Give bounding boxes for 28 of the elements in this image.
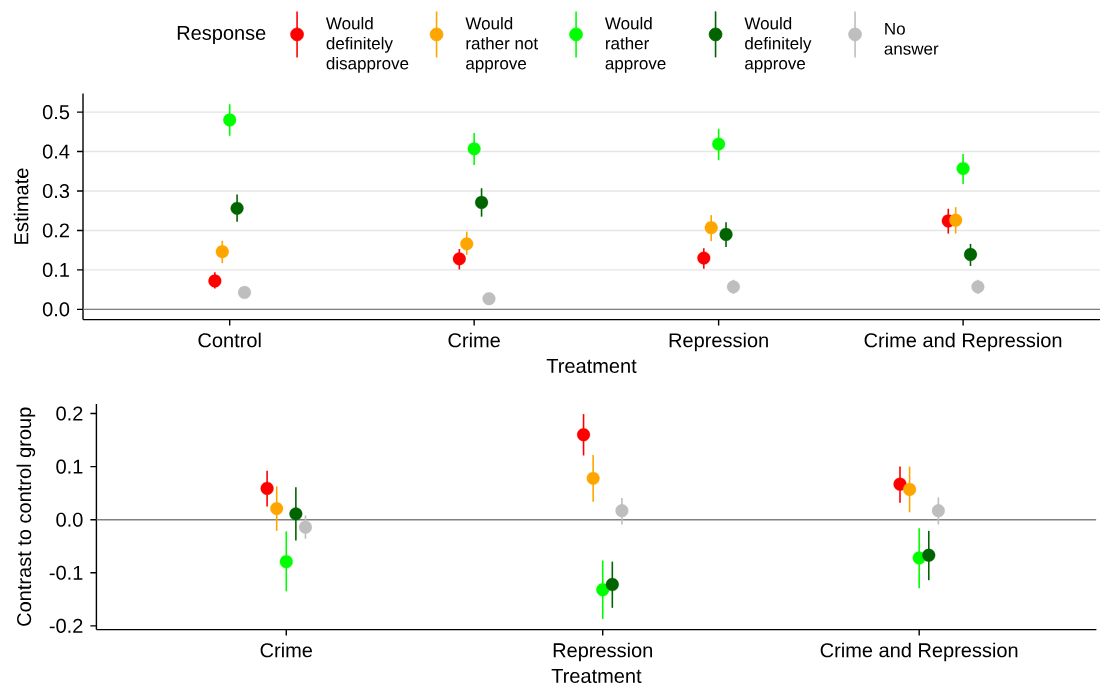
x-tick-label: Control (198, 332, 261, 348)
y-tick-label: 0.2 (42, 223, 69, 238)
x-tick-label: Crime (260, 642, 313, 658)
legend-label: No answer (884, 22, 939, 55)
y-tick-label: 0.0 (56, 512, 83, 527)
legend-label: Would rather approve (604, 16, 666, 73)
x-tick-label: Repression (669, 332, 768, 352)
y-tick-label: 0.2 (56, 406, 83, 421)
legend-label: Would definitely disapprove (325, 16, 409, 73)
x-tick-label: Crime (448, 332, 500, 348)
y-tick-label: -0.2 (49, 618, 83, 633)
legend-label: Would rather not approve (465, 16, 538, 73)
legend-label: Would definitely approve (744, 16, 812, 73)
y-tick-label: 0.3 (42, 183, 70, 199)
y-tick-label: 0.4 (42, 144, 70, 159)
y-axis-title: Contrast to control group (16, 407, 36, 626)
x-tick-label: Repression (553, 642, 652, 662)
y-tick-label: 0.1 (42, 262, 69, 277)
x-axis-title: Treatment (546, 359, 637, 373)
y-tick-label: 0.1 (56, 459, 83, 474)
x-tick-label: Crime and Repression (820, 642, 1018, 662)
y-tick-label: 0.0 (42, 302, 70, 317)
y-tick-label: 0.5 (42, 105, 70, 120)
x-axis-title: Treatment (551, 669, 642, 683)
legend-title: Response (177, 26, 266, 44)
y-axis-title: Estimate (13, 168, 29, 244)
y-tick-label: -0.1 (49, 565, 83, 580)
x-tick-label: Crime and Repression (864, 332, 1062, 352)
